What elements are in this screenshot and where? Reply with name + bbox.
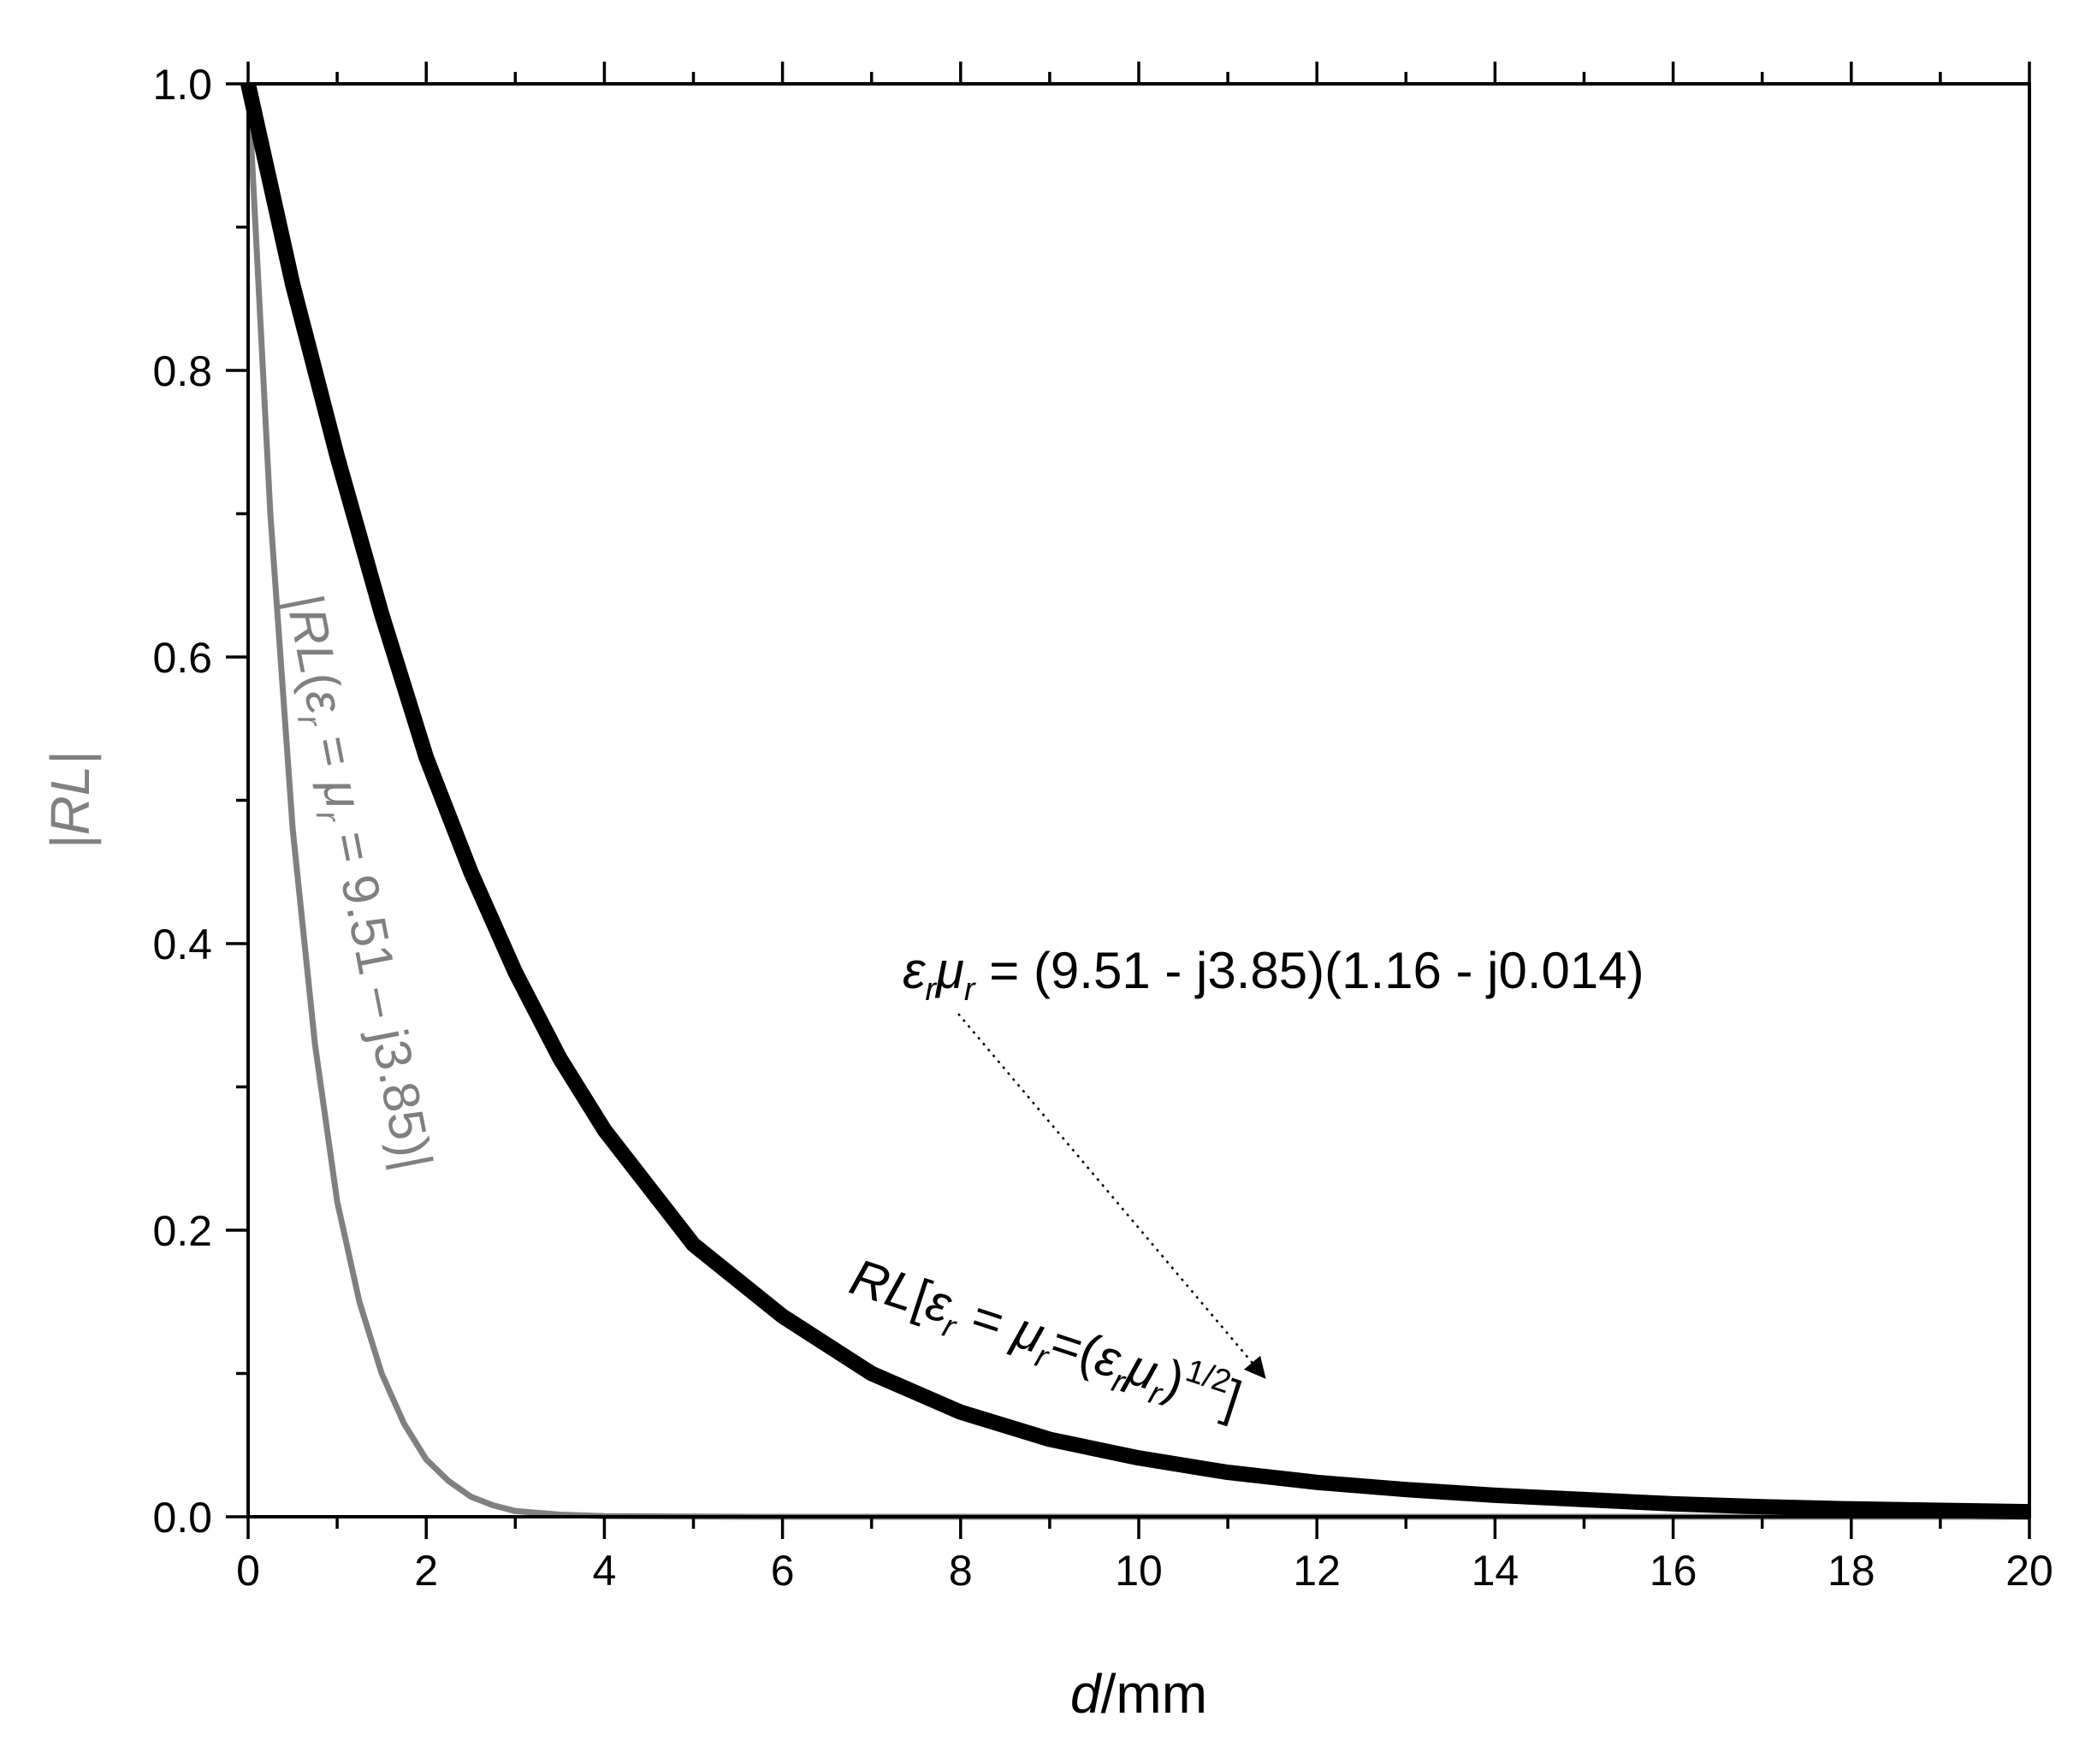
product-label-part: r: [964, 972, 976, 1008]
y-tick-label: 0.0: [152, 1494, 212, 1542]
labels: d/mm |RL|: [39, 751, 1207, 1725]
series-line-1: [245, 83, 2029, 1520]
x-axis-title-italic: d: [1070, 1663, 1103, 1725]
product-label: εrμr = (9.51 - j3.85)(1.16 - j0.014): [903, 942, 1644, 1008]
y-tick-label: 0.8: [152, 347, 212, 395]
gray-curve-label: |RL(εr = μr = 9.51 – j3.85)|: [267, 590, 443, 1176]
x-tick-label: 12: [1293, 1547, 1341, 1595]
x-tick-label: 20: [2005, 1547, 2053, 1595]
x-tick-label: 6: [771, 1547, 795, 1595]
y-tick-label: 1.0: [152, 61, 212, 109]
x-tick-label: 10: [1115, 1547, 1163, 1595]
series-line-2: [240, 82, 2030, 1520]
x-axis-title: d/mm: [1070, 1663, 1207, 1725]
gray-curve-label-part: = 9.51 – j3.85)|: [319, 813, 443, 1175]
x-tick-label: 2: [414, 1547, 438, 1595]
gray-curve-label-part: RL: [278, 603, 347, 678]
product-label-part: μ: [934, 942, 964, 999]
x-tick-label: 8: [949, 1547, 973, 1595]
y-tick-label: 0.4: [152, 920, 212, 968]
plot-frame: [246, 82, 2031, 1518]
black-curve-label: RL[εr = μr=(εrμr)1/2]: [841, 1246, 1249, 1436]
x-tick-label: 4: [592, 1547, 616, 1595]
x-tick-label: 18: [1827, 1547, 1875, 1595]
product-label-part: ε: [903, 942, 927, 999]
annotations: |RL(εr = μr = 9.51 – j3.85)| RL[εr = μr=(…: [267, 590, 1644, 1436]
annotation-arrow: [957, 1013, 1266, 1379]
y-tick-label: 0.2: [152, 1207, 212, 1255]
y-axis-title: |RL|: [39, 751, 102, 849]
x-tick-label: 14: [1472, 1547, 1519, 1595]
axes: 0 2 4 6 8 10 12 14 16 18 20 0.0 0.2 0.4 0.6 0.8 1.0: [152, 61, 2052, 1595]
y-tick-label: 0.6: [152, 634, 212, 682]
plot-area: [240, 82, 2030, 1520]
x-tick-label: 0: [236, 1547, 260, 1595]
x-axis-title-unit: /mm: [1101, 1663, 1207, 1725]
gray-curve-label-part: =: [300, 717, 368, 785]
product-label-part: = (9.51 - j3.85)(1.16 - j0.014): [975, 942, 1644, 999]
x-tick-label: 16: [1650, 1547, 1697, 1595]
product-label-part: r: [925, 972, 937, 1008]
